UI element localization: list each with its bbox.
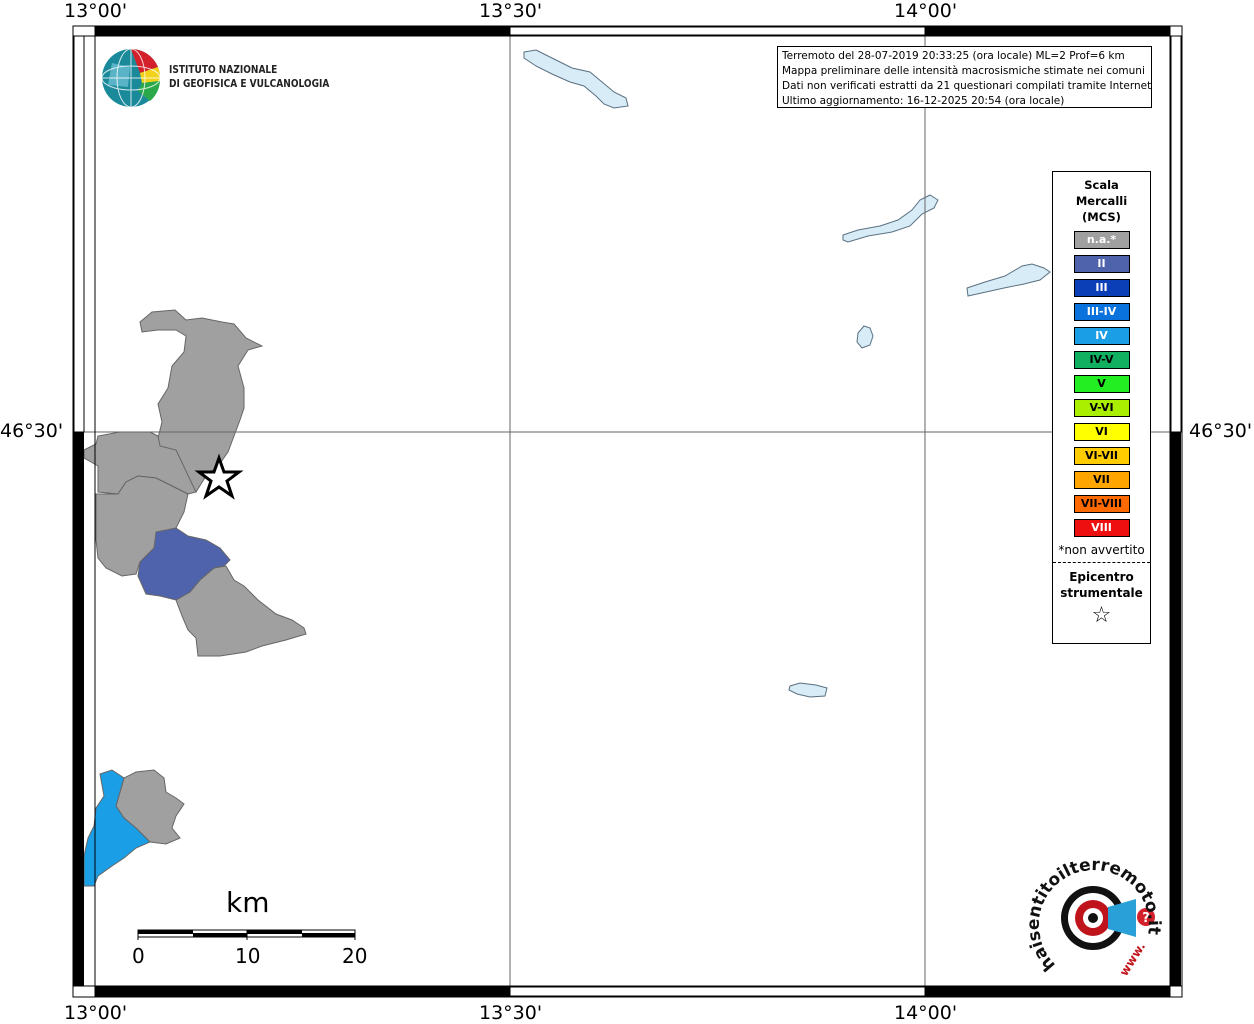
lake (966, 263, 1051, 297)
lat-label-right: 46°30' (1189, 420, 1253, 442)
legend-item-iv-v: IV-V (1073, 351, 1130, 369)
event-info-box: Terremoto del 28-07-2019 20:33:25 (ora l… (777, 46, 1152, 108)
legend-epicenter-line2: strumentale (1060, 586, 1143, 600)
lon-label-bottom-13-00: 13°00' (64, 1002, 128, 1024)
legend-item-vii-viii: VII-VIII (1073, 495, 1130, 513)
legend-items: n.a.* II III III-IV IV IV-V V V-VI VI VI-VII VII VI… (1053, 231, 1150, 537)
municipalities (83, 309, 307, 887)
legend-item-vi-vii: VI-VII (1073, 447, 1130, 465)
map-area (95, 36, 1170, 986)
municipality-II (137, 527, 231, 601)
legend-item-iii: III (1073, 279, 1130, 297)
graticule (84, 36, 1181, 986)
info-line-data: Dati non verificati estratti da 21 quest… (782, 80, 1152, 92)
lake (523, 49, 629, 109)
lon-label-bottom-13-30: 13°30' (479, 1002, 543, 1024)
legend-item-n-a-: n.a.* (1073, 231, 1130, 249)
info-line-update: Ultimo aggiornamento: 16-12-2025 20:54 (… (782, 95, 1065, 107)
municipality-na (139, 309, 264, 493)
legend-title-line2: Mercalli (1075, 194, 1128, 208)
legend-item-vii: VII (1073, 471, 1130, 489)
legend-item-iv: IV (1073, 327, 1130, 345)
legend-item-iii-iv: III-IV (1073, 303, 1130, 321)
legend-item-viii: VIII (1073, 519, 1130, 537)
epicenter-star (194, 453, 244, 500)
municipality-IV (83, 769, 151, 887)
hsit-logo: ? haisentitoilterremoto.it www. (1028, 855, 1164, 979)
scale-tick-0: 0 (132, 944, 145, 968)
ingv-line1: ISTITUTO NAZIONALE (169, 63, 278, 76)
legend-item-ii: II (1073, 255, 1130, 273)
legend-star-icon: ☆ (1091, 603, 1112, 628)
legend-title-line3: (MCS) (1082, 210, 1121, 224)
legend-title-line1: Scala (1084, 178, 1119, 192)
legend-item-vi: VI (1073, 423, 1130, 441)
lat-label-left: 46°30' (0, 420, 64, 442)
ingv-line2: DI GEOFISICA E VULCANOLOGIA (169, 77, 330, 90)
mcs-legend: Scala Mercalli (MCS) n.a.* II III III-IV IV I… (1052, 171, 1151, 644)
municipality-na (175, 565, 307, 657)
scale-bar (137, 929, 356, 940)
lon-label-top-14-00: 14°00' (894, 0, 958, 22)
legend-item-v-vi: V-VI (1073, 399, 1130, 417)
lake (788, 682, 828, 698)
legend-title: Scala Mercalli (MCS) (1053, 177, 1150, 225)
lake (842, 194, 939, 243)
lon-label-bottom-14-00: 14°00' (894, 1002, 958, 1024)
scale-tick-20: 20 (342, 944, 368, 968)
ingv-logo-globe (101, 48, 161, 108)
scale-unit: km (226, 886, 270, 919)
ingv-logo-text: ISTITUTO NAZIONALE DI GEOFISICA E VULCAN… (169, 63, 329, 91)
legend-epicenter-line1: Epicentro (1069, 570, 1134, 584)
legend-note: *non avvertito (1058, 543, 1145, 557)
map-frame (72, 25, 1183, 998)
hsit-prefix: www. (1117, 940, 1149, 979)
lakes (523, 49, 1051, 698)
legend-separator (1053, 562, 1150, 563)
info-line-event: Terremoto del 28-07-2019 20:33:25 (ora l… (782, 50, 1125, 62)
lon-label-top-13-30: 13°30' (479, 0, 543, 22)
scale-tick-10: 10 (235, 944, 261, 968)
legend-epicenter-label: Epicentro strumentale (1053, 569, 1150, 601)
legend-item-v: V (1073, 375, 1130, 393)
hsit-mark: ? (1142, 911, 1150, 926)
info-line-map: Mappa preliminare delle intensità macros… (782, 65, 1145, 77)
lon-label-top-13-00: 13°00' (64, 0, 128, 22)
lake (856, 325, 874, 349)
